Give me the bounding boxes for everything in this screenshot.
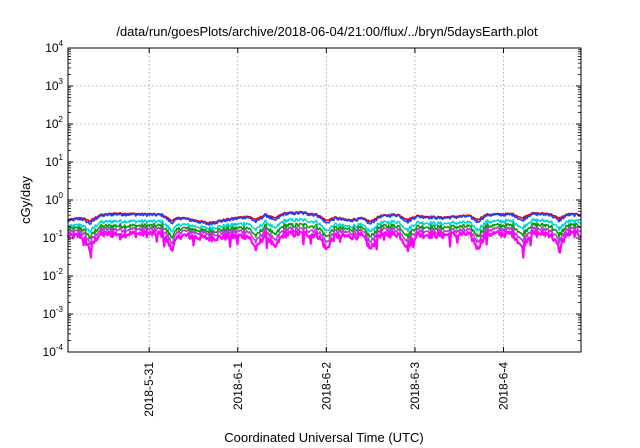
y-tick-label: 10-4 — [43, 343, 64, 359]
x-tick-label: 2018-6-3 — [408, 362, 422, 410]
x-tick-label: 2018-6-1 — [231, 362, 245, 410]
y-axis-label: cGy/day — [18, 176, 33, 224]
y-tick-label: 100 — [45, 191, 63, 207]
x-tick-label: 2018-6-2 — [319, 362, 333, 410]
series-line — [67, 225, 582, 246]
series-line — [67, 217, 582, 234]
y-tick-label: 104 — [45, 39, 63, 55]
x-ticks: 2018-5-31 2018-6-1 2018-6-2 2018-6-3 2018-6-… — [142, 48, 510, 417]
grid — [68, 48, 581, 352]
y-tick-label: 101 — [45, 153, 63, 169]
series-line — [67, 211, 582, 226]
series-group — [66, 210, 582, 259]
y-tick-label: 102 — [45, 115, 63, 131]
series-line — [67, 222, 582, 240]
x-tick-label: 2018-5-31 — [142, 362, 156, 417]
x-axis-label: Coordinated Universal Time (UTC) — [224, 430, 423, 445]
y-tick-label: 103 — [45, 77, 63, 93]
chart-title: /data/run/goesPlots/archive/2018-06-04/2… — [116, 24, 538, 39]
series-line — [66, 229, 582, 259]
x-tick-label: 2018-6-4 — [496, 362, 510, 410]
y-tick-label: 10-1 — [43, 229, 64, 245]
y-tick-label: 10-3 — [43, 305, 64, 321]
y-tick-label: 10-2 — [43, 267, 64, 283]
y-ticks: 10-4 10-3 10-2 10-1 100 101 102 103 104 — [43, 39, 581, 359]
